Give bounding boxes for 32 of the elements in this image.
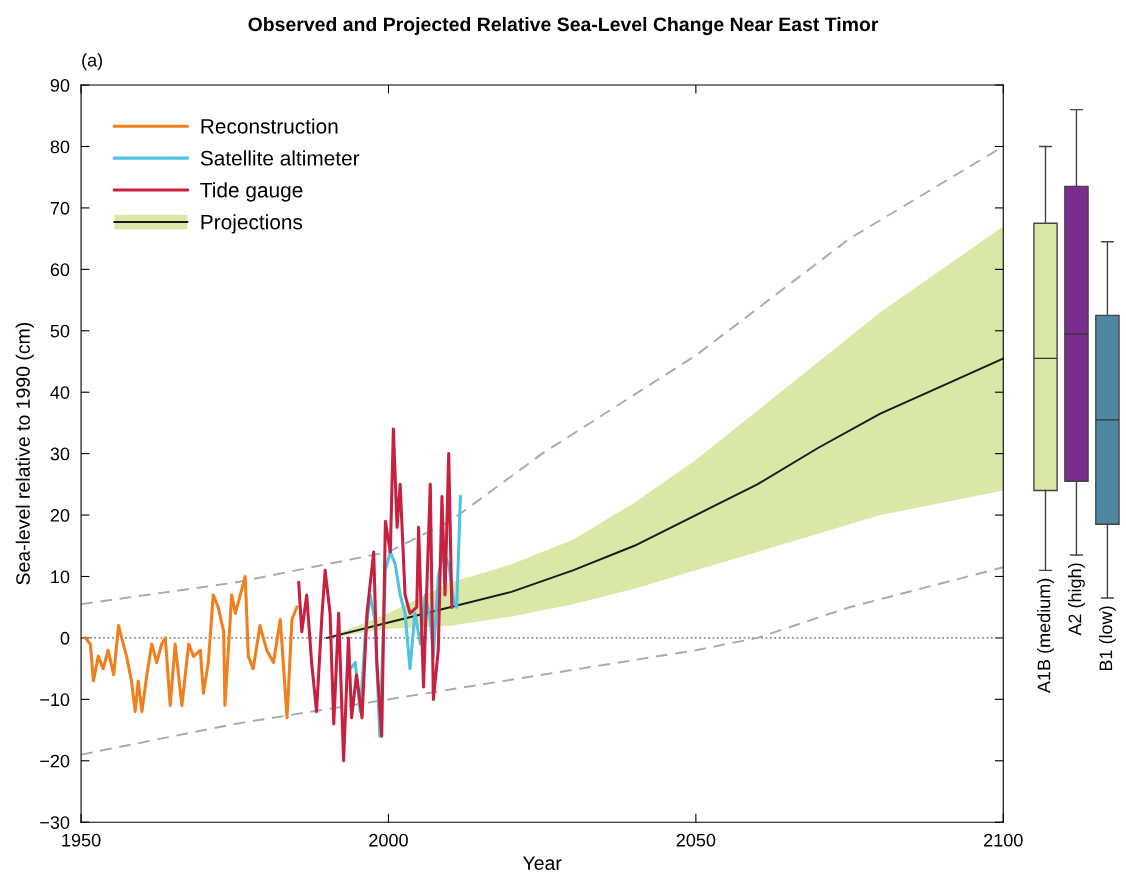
x-tick-label: 2050 (676, 833, 716, 847)
legend-label: Reconstruction (201, 118, 338, 134)
y-tick-label: −30 (40, 816, 70, 829)
x-tick-label: 1950 (62, 833, 101, 847)
legend-label: Projections (201, 214, 303, 234)
y-tick-label: 70 (50, 201, 70, 215)
y-tick-label: 10 (51, 570, 70, 584)
y-tick-label: −10 (40, 693, 70, 707)
legend-label: Tide gauge (200, 182, 303, 202)
y-tick-label: 90 (50, 78, 70, 92)
x-tick-label: A2 (high) (1068, 563, 1085, 636)
x-axis-title: Year (522, 856, 562, 870)
y-tick-label: 50 (50, 324, 70, 338)
y-tick-label: 60 (50, 263, 70, 277)
line-series (297, 427, 454, 763)
x-tick-label: 2100 (984, 833, 1023, 847)
x-tick-label: B1 (low) (1099, 606, 1116, 671)
line-series (81, 566, 1004, 756)
chart-title: Observed and Projected Relative Sea-Level Change Near East Timor (248, 16, 879, 36)
legend-label: Satellite altimeter (200, 150, 360, 166)
line-series (326, 357, 1004, 639)
x-tick-label: A1B (medium) (1037, 578, 1054, 694)
y-tick-label: 30 (50, 447, 70, 461)
x-tick-label: 2000 (369, 833, 408, 847)
y-tick-label: −20 (40, 754, 70, 768)
line-series (83, 574, 299, 720)
y-axis-title: Sea-level relative to 1990 (cm) (15, 322, 34, 585)
text: (a) (82, 53, 103, 71)
y-tick-label: 80 (50, 140, 70, 154)
y-tick-label: 40 (50, 386, 70, 399)
y-tick-label: 20 (50, 509, 70, 522)
y-tick-label: 0 (60, 631, 70, 645)
